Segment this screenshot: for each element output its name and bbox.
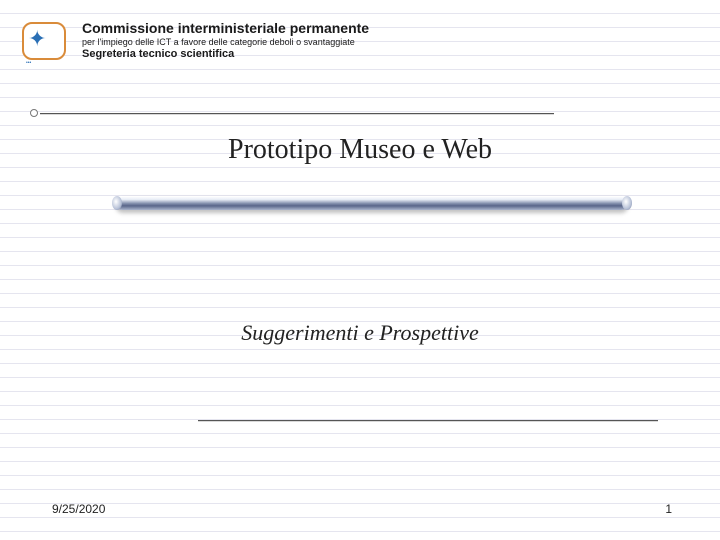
decorative-cylinder <box>116 196 628 210</box>
footer-page-number: 1 <box>665 502 672 516</box>
divider-line <box>40 113 554 114</box>
cylinder-body <box>116 196 628 210</box>
header-subtitle: per l'impiego delle ICT a favore delle c… <box>82 37 700 47</box>
footer-date: 9/25/2020 <box>52 502 105 516</box>
cylinder-cap-right <box>622 196 632 210</box>
divider-bottom <box>198 420 658 421</box>
header-title: Commissione interministeriale permanente <box>82 20 700 36</box>
header-text-block: Commissione interministeriale permanente… <box>82 20 700 60</box>
logo: ✦ ••• <box>18 20 70 64</box>
header-office: Segreteria tecnico scientifica <box>82 48 700 60</box>
header: ✦ ••• Commissione interministeriale perm… <box>18 20 700 64</box>
slide: ✦ ••• Commissione interministeriale perm… <box>0 0 720 540</box>
logo-star-icon: ✦ <box>28 26 46 52</box>
cylinder-cap-left <box>112 196 122 210</box>
slide-subtitle: Suggerimenti e Prospettive <box>0 320 720 346</box>
slide-title: Prototipo Museo e Web <box>0 134 720 166</box>
divider-top <box>34 112 554 115</box>
divider-dot-icon <box>30 109 38 117</box>
logo-caption: ••• <box>24 60 33 66</box>
